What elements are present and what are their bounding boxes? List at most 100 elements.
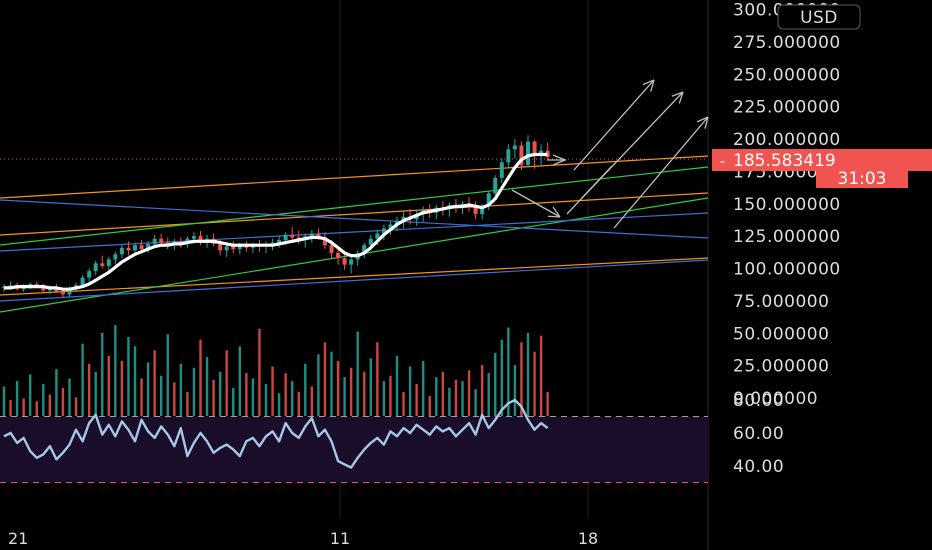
volume-bar <box>153 350 156 416</box>
volume-bar <box>304 363 307 416</box>
volume-bar <box>448 387 451 416</box>
oscillator-band <box>0 416 708 483</box>
arrow-head <box>704 116 709 129</box>
price-tick-label: 50.000000 <box>733 324 829 344</box>
volume-bar <box>160 375 163 416</box>
volume-bar <box>35 401 38 416</box>
volume-bar <box>461 381 464 416</box>
volume-bar <box>9 399 12 416</box>
projection-arrow <box>511 189 561 218</box>
candle-body <box>224 246 229 251</box>
price-tick-label: 100.000000 <box>733 260 841 280</box>
volume-bar <box>310 386 314 416</box>
trendline <box>0 155 709 199</box>
arrow-head <box>678 91 684 104</box>
volume-bar <box>251 378 255 416</box>
candle-body <box>316 233 321 238</box>
candle-body <box>362 245 367 253</box>
candle-body <box>152 238 157 244</box>
projection-arrow <box>613 116 709 229</box>
candle-body <box>126 247 131 251</box>
candle-body <box>499 162 504 178</box>
volume-bar <box>114 324 117 416</box>
candle-body <box>526 141 530 165</box>
volume-bar <box>42 383 45 416</box>
oscillator-tick-label: 40.00 <box>733 457 784 477</box>
trendline <box>0 192 709 236</box>
last-price-label: 185.583419 <box>733 151 836 171</box>
price-tick-label: 250.000000 <box>733 65 841 85</box>
volume-bar <box>205 357 209 416</box>
candle-body <box>336 252 341 259</box>
projection-arrow <box>573 79 655 171</box>
volume-bar <box>376 342 379 416</box>
arrow-head <box>552 154 566 161</box>
volume-bar <box>264 383 268 416</box>
candle-body <box>519 145 524 165</box>
volume-bar <box>533 351 536 416</box>
price-tick-label: 0.000000 <box>733 389 818 409</box>
oscillator-tick-label: 80.00 <box>733 391 784 411</box>
volume-bar <box>173 382 176 416</box>
volume-bar <box>343 377 346 416</box>
candle-body <box>342 258 347 265</box>
oscillator-tick-label: 60.00 <box>733 424 784 444</box>
volume-bar <box>133 346 137 416</box>
volume-bar <box>166 334 169 416</box>
candle-body <box>106 259 111 266</box>
last-price-tag: 185.583419 31:03 - <box>712 149 932 189</box>
volume-bar <box>349 367 353 416</box>
candle-body <box>237 245 242 250</box>
volume-bar <box>395 355 399 416</box>
currency-label: USD <box>800 8 838 28</box>
volume-bar <box>2 386 6 416</box>
arrow-head <box>696 116 709 123</box>
currency-badge[interactable]: USD <box>777 4 861 30</box>
volume-bar <box>363 371 366 416</box>
volume-bar <box>74 397 78 416</box>
price-tick-label: 150.000000 <box>733 195 841 215</box>
candle-body <box>146 243 151 250</box>
volume-bar <box>467 370 471 416</box>
oscillator-line <box>3 398 549 469</box>
volume-bar <box>382 381 386 416</box>
candle-body <box>113 254 118 260</box>
volume-bars <box>2 324 549 416</box>
trendline <box>0 166 709 246</box>
price-tick-label: 25.000000 <box>733 357 829 377</box>
arrow-head <box>547 215 561 218</box>
volume-bar <box>317 354 320 416</box>
candle-body <box>159 238 164 243</box>
volume-bar <box>323 342 327 416</box>
candle-body <box>381 228 386 234</box>
candle-body <box>100 263 105 266</box>
candle-body <box>309 233 314 237</box>
volume-bar <box>500 339 503 416</box>
candle-body <box>322 237 327 246</box>
candle-body <box>277 240 282 243</box>
candle-body <box>368 238 373 246</box>
candle-body <box>218 243 223 251</box>
volume-bar <box>507 327 510 416</box>
volume-bar <box>494 353 497 416</box>
candle-body <box>283 234 288 241</box>
price-tick-label: 75.000000 <box>733 292 829 312</box>
volume-bar <box>199 339 202 416</box>
candle-body <box>539 150 544 155</box>
trendline <box>0 257 709 296</box>
candle-body <box>270 242 275 245</box>
trendline <box>0 212 709 252</box>
countdown-label: 31:03 <box>838 169 887 189</box>
candle-body <box>493 177 498 194</box>
moving-average-line <box>4 152 548 291</box>
volume-bar <box>336 361 340 416</box>
oscillator-axis: 80.00 60.00 40.00 <box>733 391 784 477</box>
candle-body <box>290 234 295 238</box>
time-tick-label: 21 <box>8 529 28 548</box>
volume-bar <box>127 336 130 416</box>
trendline <box>0 259 709 302</box>
volume-bar <box>218 371 222 416</box>
candle-body <box>512 145 517 150</box>
